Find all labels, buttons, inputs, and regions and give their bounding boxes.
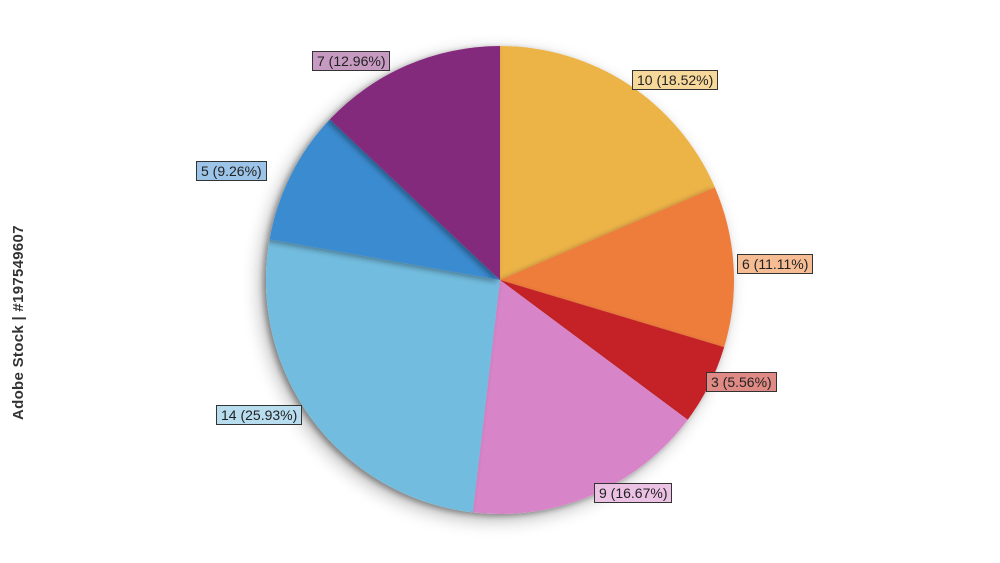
pie-slices: [265, 45, 734, 515]
slice-label: 9 (16.67%): [594, 483, 673, 503]
pie-slice: [329, 45, 500, 280]
slice-label: 6 (11.11%): [737, 254, 814, 274]
slice-label: 10 (18.52%): [632, 70, 719, 90]
watermark-text: Adobe Stock | #197549607: [10, 225, 27, 420]
pie-slice: [472, 280, 688, 515]
pie-slice: [500, 280, 725, 420]
slice-label: 5 (9.26%): [196, 161, 267, 181]
slice-label: 3 (5.56%): [706, 372, 777, 392]
pie-slice: [500, 187, 734, 348]
slice-label: 7 (12.96%): [312, 51, 391, 71]
pie-slice: [500, 46, 715, 280]
pie-slice: [265, 239, 500, 513]
pie-slice: [269, 119, 500, 280]
slice-label: 14 (25.93%): [216, 405, 303, 425]
